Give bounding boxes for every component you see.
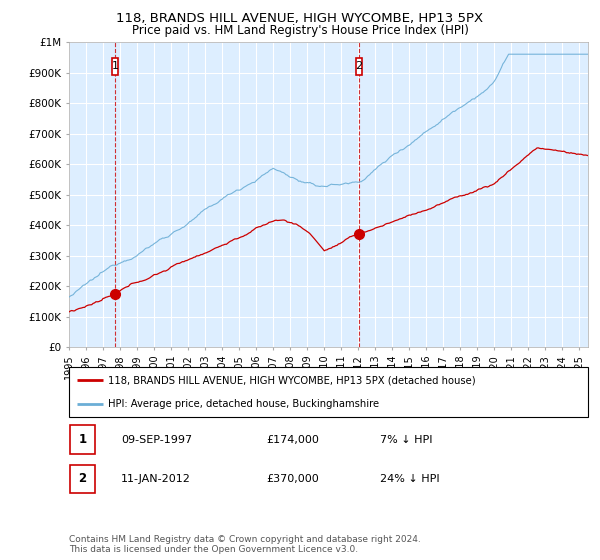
- Text: 1: 1: [112, 62, 118, 72]
- Text: HPI: Average price, detached house, Buckinghamshire: HPI: Average price, detached house, Buck…: [108, 399, 379, 409]
- Text: 1: 1: [79, 433, 86, 446]
- Text: 09-SEP-1997: 09-SEP-1997: [121, 435, 192, 445]
- Text: 24% ↓ HPI: 24% ↓ HPI: [380, 474, 440, 484]
- Text: 2: 2: [355, 62, 362, 72]
- Text: £370,000: £370,000: [266, 474, 319, 484]
- Text: Contains HM Land Registry data © Crown copyright and database right 2024.
This d: Contains HM Land Registry data © Crown c…: [69, 535, 421, 554]
- Text: 7% ↓ HPI: 7% ↓ HPI: [380, 435, 433, 445]
- Bar: [112, 58, 118, 75]
- Bar: [356, 58, 362, 75]
- Text: 118, BRANDS HILL AVENUE, HIGH WYCOMBE, HP13 5PX: 118, BRANDS HILL AVENUE, HIGH WYCOMBE, H…: [116, 12, 484, 25]
- Bar: [70, 465, 95, 493]
- Text: £174,000: £174,000: [266, 435, 319, 445]
- Text: 2: 2: [79, 472, 86, 486]
- Bar: [70, 426, 95, 454]
- Text: 11-JAN-2012: 11-JAN-2012: [121, 474, 191, 484]
- Text: 118, BRANDS HILL AVENUE, HIGH WYCOMBE, HP13 5PX (detached house): 118, BRANDS HILL AVENUE, HIGH WYCOMBE, H…: [108, 375, 476, 385]
- Text: Price paid vs. HM Land Registry's House Price Index (HPI): Price paid vs. HM Land Registry's House …: [131, 24, 469, 36]
